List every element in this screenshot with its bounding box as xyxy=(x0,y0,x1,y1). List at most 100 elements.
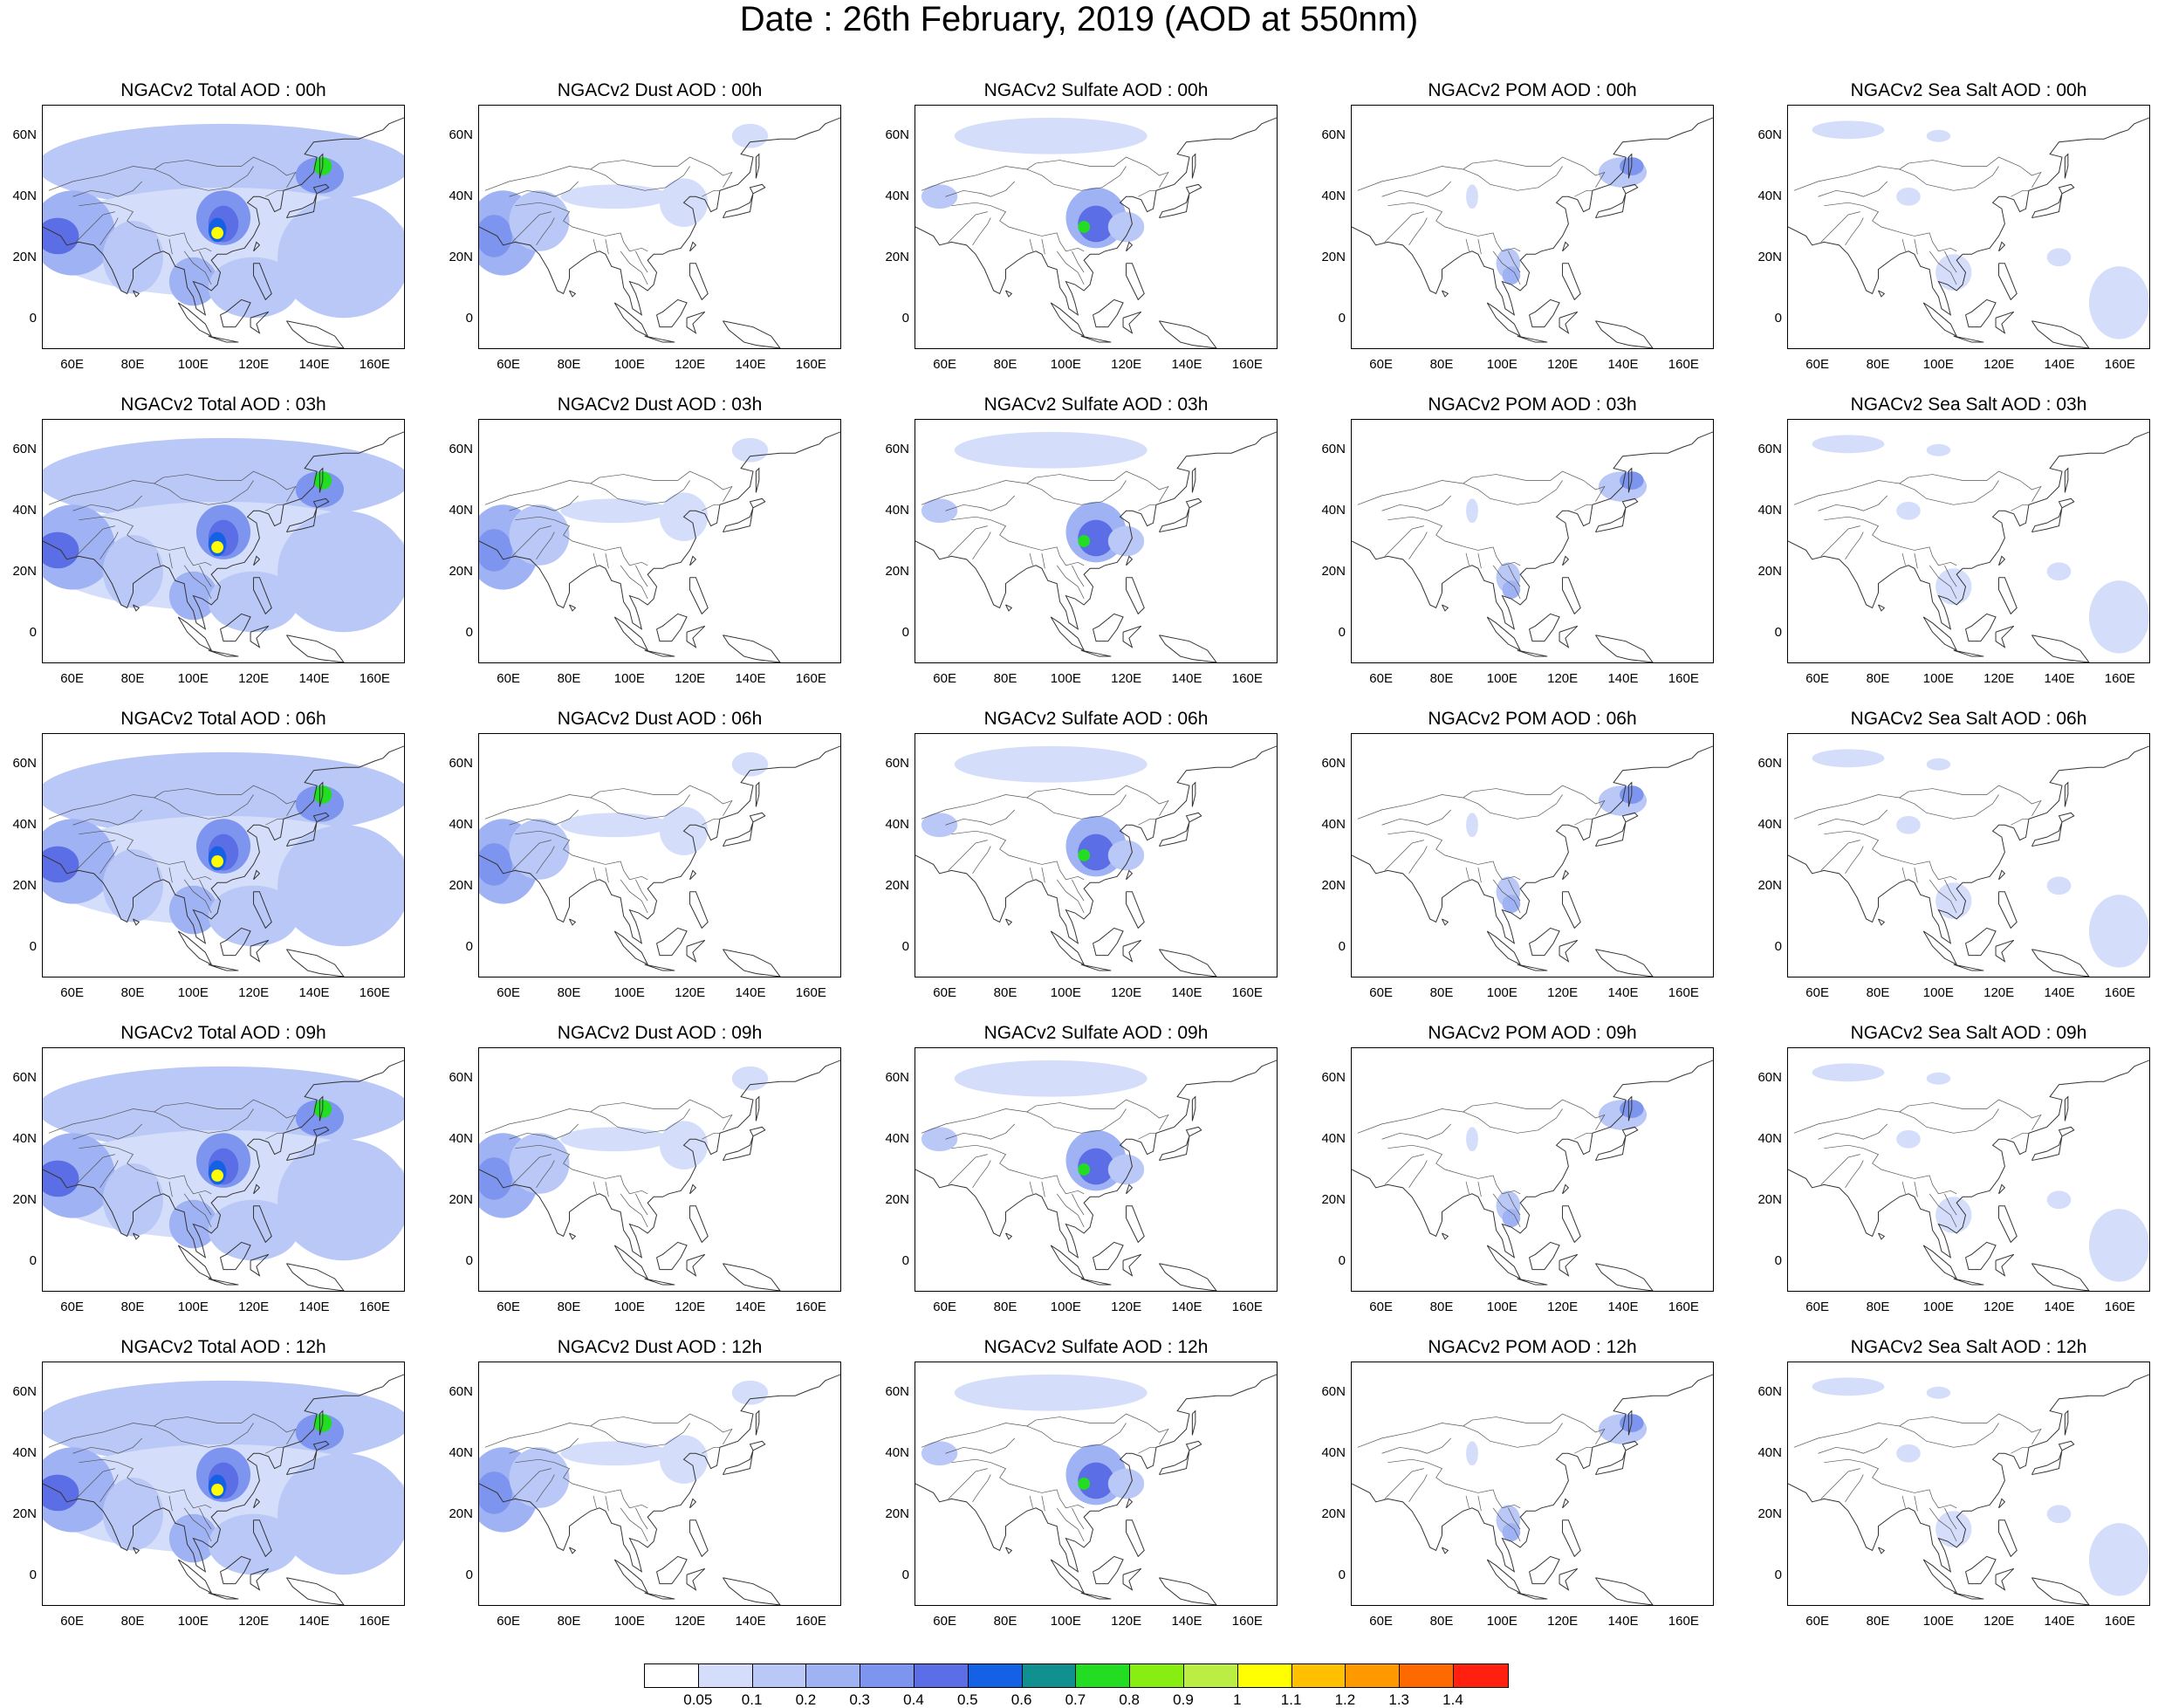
coastline xyxy=(686,939,706,963)
lon-tick-label: 80E xyxy=(993,1614,1017,1629)
coastline xyxy=(689,263,709,301)
panel-title: NGACv2 Sulfate AOD : 09h xyxy=(983,1023,1209,1043)
coastline xyxy=(613,616,649,652)
lon-tick-label: 160E xyxy=(795,671,826,686)
country-border xyxy=(1357,470,1606,505)
coastline xyxy=(253,869,261,881)
country-border xyxy=(536,1160,555,1189)
lon-tick-label: 100E xyxy=(1922,671,1954,686)
lat-tick-label: 20N xyxy=(1757,1192,1782,1207)
coastline xyxy=(177,1245,213,1280)
coastline xyxy=(286,1577,345,1605)
lon-tick-label: 120E xyxy=(1983,1300,2015,1314)
lat-tick-label: 40N xyxy=(1321,817,1346,832)
country-border xyxy=(1574,1132,1593,1140)
country-border xyxy=(511,525,551,557)
country-border xyxy=(921,1099,1169,1134)
country-border xyxy=(635,1507,648,1530)
map-plot xyxy=(915,105,1278,349)
coastline xyxy=(1005,290,1013,298)
lon-tick-label: 100E xyxy=(1922,985,1954,1000)
map-panel-dust-09h: NGACv2 Dust AOD : 09h 60N 40N 20N 0 60E 80E 100… xyxy=(436,1023,841,1314)
coastline xyxy=(1998,1498,2006,1509)
coastline xyxy=(723,1440,766,1476)
lon-tick-label: 100E xyxy=(1486,671,1517,686)
lon-tick-label: 60E xyxy=(497,671,520,686)
colorbar-label: 0.6 xyxy=(1010,1691,1032,1708)
country-border xyxy=(154,166,254,191)
colorbar-swatch xyxy=(1022,1664,1077,1687)
lon-tick-label: 80E xyxy=(993,985,1017,1000)
coastline xyxy=(915,431,1277,630)
coastline xyxy=(1126,1498,1134,1509)
coastline xyxy=(1352,431,1713,630)
country-border xyxy=(1820,1154,1860,1185)
country-border xyxy=(183,879,212,914)
lon-tick-label: 160E xyxy=(1231,985,1263,1000)
aod-map xyxy=(1352,117,1713,348)
country-border xyxy=(156,1181,161,1194)
lat-tick-label: 0 xyxy=(1774,1253,1782,1268)
lat-tick-label: 40N xyxy=(12,503,37,518)
lon-tick-label: 140E xyxy=(1171,1614,1202,1629)
country-border xyxy=(183,1193,212,1228)
coastline xyxy=(286,183,330,219)
lon-tick-label: 120E xyxy=(1111,357,1142,372)
aod-shade xyxy=(1107,525,1145,557)
lon-tick-label: 120E xyxy=(1547,357,1579,372)
aod-shade xyxy=(1078,1478,1091,1490)
lat-tick-label: 0 xyxy=(465,625,473,640)
panel-title: NGACv2 Dust AOD : 03h xyxy=(557,394,763,415)
map-plot xyxy=(478,733,841,977)
country-border xyxy=(951,1458,1085,1509)
country-border xyxy=(1029,1495,1033,1508)
map-plot xyxy=(915,419,1278,663)
coastline xyxy=(1050,616,1086,652)
coastline xyxy=(1998,577,2018,615)
aod-shade xyxy=(1502,580,1521,600)
aod-shade xyxy=(921,184,958,209)
coastline xyxy=(644,1592,675,1600)
country-border xyxy=(79,830,212,881)
lat-tick-label: 60N xyxy=(1757,1070,1782,1085)
lat-tick-label: 60N xyxy=(885,127,909,142)
country-border xyxy=(1508,1507,1521,1530)
country-border xyxy=(590,166,690,191)
aod-shade xyxy=(1896,501,1921,520)
aod-shade xyxy=(1896,1129,1921,1149)
coastline xyxy=(286,497,330,533)
aod-shade xyxy=(277,1139,404,1261)
coastline xyxy=(1159,1577,1217,1605)
country-border xyxy=(2011,1132,2029,1140)
lat-tick-label: 20N xyxy=(885,1506,909,1521)
lon-tick-label: 60E xyxy=(60,985,84,1000)
country-border xyxy=(1026,166,1127,191)
lon-tick-label: 160E xyxy=(1231,1614,1263,1629)
aod-shade xyxy=(509,1447,570,1508)
coastline xyxy=(43,117,404,316)
lat-tick-label: 20N xyxy=(1321,1192,1346,1207)
country-border xyxy=(1928,565,1957,600)
country-border xyxy=(536,846,555,875)
aod-shade xyxy=(211,227,223,239)
aod-shade xyxy=(1926,1072,1951,1085)
lon-tick-label: 140E xyxy=(1607,671,1639,686)
country-border xyxy=(75,1154,115,1185)
coastline xyxy=(479,431,840,630)
coastline xyxy=(1595,1577,1654,1605)
lat-tick-label: 40N xyxy=(449,503,473,518)
lat-tick-label: 0 xyxy=(901,1567,909,1582)
panel-title: NGACv2 POM AOD : 06h xyxy=(1428,709,1637,729)
coastline xyxy=(253,891,272,929)
coastline xyxy=(1486,1245,1522,1280)
lat-tick-label: 20N xyxy=(12,250,37,264)
country-border xyxy=(593,1181,597,1194)
country-border xyxy=(1465,238,1469,251)
lon-tick-label: 140E xyxy=(1171,671,1202,686)
coastline xyxy=(177,616,213,652)
coastline xyxy=(1595,497,1639,533)
aod-map xyxy=(479,745,840,977)
country-border xyxy=(1026,794,1127,820)
coastline xyxy=(208,1278,239,1286)
aod-shade xyxy=(208,571,299,633)
